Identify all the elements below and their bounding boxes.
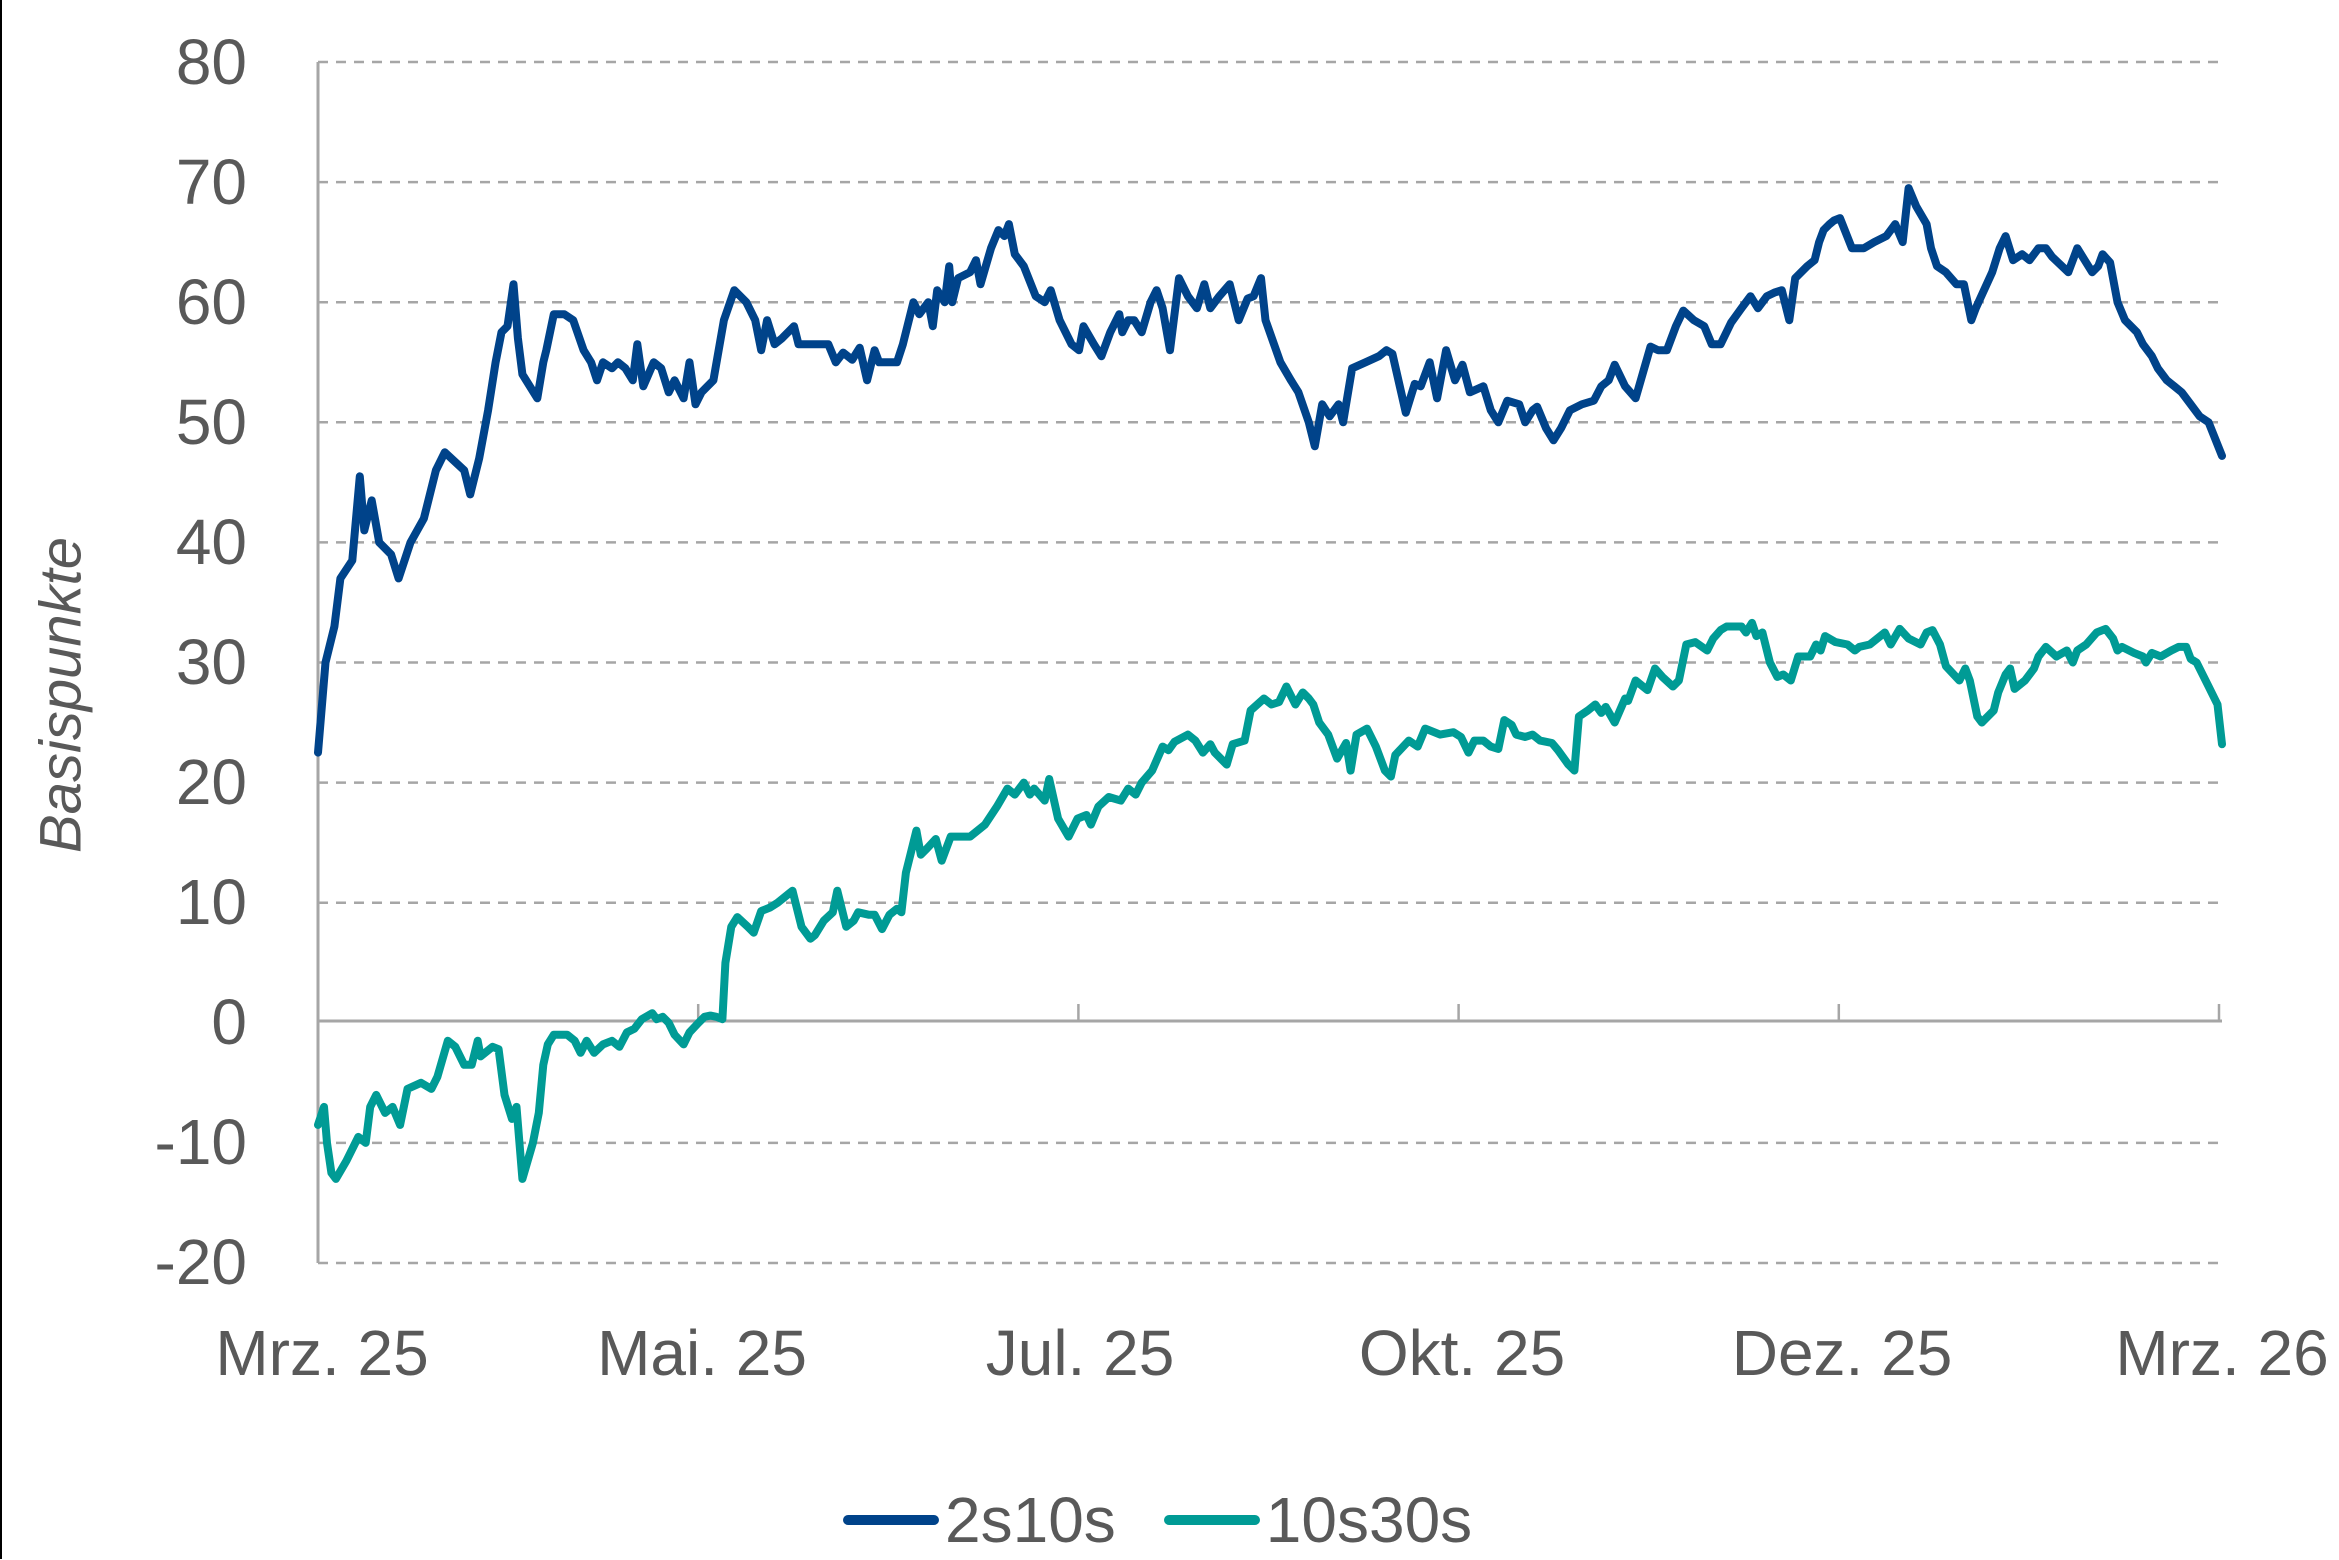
y-tick-label: 40 (175, 506, 247, 578)
y-tick-label: 60 (175, 266, 247, 338)
y-tick-label: 80 (175, 26, 247, 98)
legend-label: 10s30s (1265, 1484, 1473, 1556)
y-tick-label: 10 (175, 866, 247, 938)
series-line-10s30s (314, 618, 2226, 1183)
y-tick-label: 50 (175, 386, 247, 458)
y-tick-label: 70 (175, 146, 247, 218)
legend-line-icon (843, 1515, 939, 1525)
left-frame-border (0, 0, 2, 1559)
y-tick-label: 0 (211, 986, 247, 1058)
x-tick-label: Dez. 25 (1731, 1317, 1953, 1389)
y-tick-label: -10 (154, 1106, 248, 1178)
x-tick-label: Mrz. 25 (215, 1317, 429, 1389)
chart-legend: 2s10s 10s30s (843, 1480, 1520, 1560)
y-tick-label: 30 (175, 626, 247, 698)
x-tick-label: Mrz. 26 (2115, 1317, 2329, 1389)
gridlines (318, 60, 2219, 1265)
legend-item-10s30s: 10s30s (1163, 1484, 1473, 1556)
x-tick-label: Mai. 25 (597, 1317, 807, 1389)
x-tick-label: Okt. 25 (1358, 1317, 1566, 1389)
y-axis-title: Basispunkte (28, 537, 94, 853)
y-tick-label: 20 (175, 746, 247, 818)
y-tick-label: -20 (154, 1226, 248, 1298)
x-tick-label: Jul. 25 (985, 1317, 1175, 1389)
legend-label: 2s10s (945, 1484, 1116, 1556)
legend-item-2s10s: 2s10s (843, 1485, 1116, 1555)
series-line-2s10s (314, 184, 2226, 757)
legend-line-icon (1163, 1515, 1260, 1525)
x-axis-ticks (316, 1004, 2221, 1021)
